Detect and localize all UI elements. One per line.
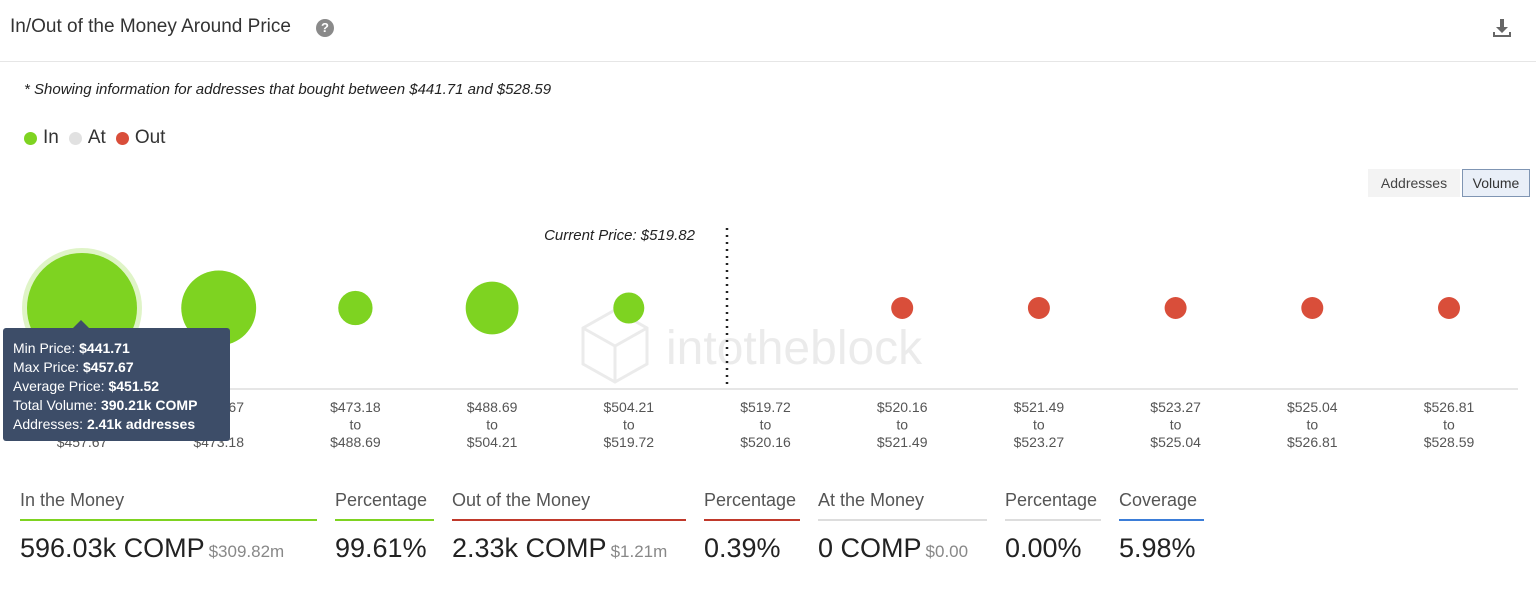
legend-dot-in	[24, 131, 37, 145]
x-tick-label: to	[486, 417, 498, 433]
stat-value: 596.03k COMP $309.82m	[20, 533, 285, 563]
x-tick-label: $528.59	[1424, 434, 1475, 450]
x-tick-label: $520.16	[877, 399, 928, 415]
bubble-in-1[interactable]	[181, 270, 257, 346]
legend-item-out[interactable]: Out	[115, 127, 166, 149]
stat-label: Percentage	[704, 490, 800, 521]
tooltip-row-min: Min Price: $441.71	[13, 340, 130, 356]
x-tick-label: $525.04	[1150, 434, 1201, 450]
legend-item-in[interactable]: In	[24, 127, 59, 149]
stat-in-percentage: Percentage 99.61%	[335, 490, 434, 564]
stat-label: Percentage	[335, 490, 434, 521]
stat-out-percentage: Percentage 0.39%	[704, 490, 800, 564]
stat-label: At the Money	[818, 490, 987, 521]
current-price-label: Current Price: $519.82	[544, 227, 696, 244]
x-tick-label: $504.21	[467, 434, 518, 450]
bubble-out-8[interactable]	[1164, 297, 1187, 319]
bubble-out-7[interactable]	[1027, 297, 1050, 319]
legend-label-in: In	[43, 127, 59, 148]
addresses-toggle-button[interactable]: Addresses	[1368, 169, 1460, 197]
bubble-in-4[interactable]	[613, 292, 645, 324]
x-tick-label: $525.04	[1287, 399, 1338, 415]
x-tick-label: to	[1033, 417, 1045, 433]
tooltip-row-max: Max Price: $457.67	[13, 359, 134, 375]
legend-label-out: Out	[134, 127, 166, 148]
page-title: In/Out of the Money Around Price	[10, 16, 291, 37]
bubble-out-10[interactable]	[1438, 297, 1460, 319]
stat-label: Percentage	[1005, 490, 1101, 521]
bubble-out-6[interactable]	[891, 297, 914, 319]
stat-at-percentage: Percentage 0.00%	[1005, 490, 1101, 564]
watermark-text: intotheblock	[666, 322, 923, 375]
bubble-chart: intotheblock Current Price: $519.82 $441…	[14, 227, 1518, 450]
x-tick-label: to	[623, 417, 635, 433]
x-tick-label: $488.69	[467, 399, 518, 415]
x-tick-label: $473.18	[330, 399, 381, 415]
stat-label: In the Money	[20, 490, 317, 521]
stat-value: 5.98%	[1119, 533, 1196, 563]
tooltip-row-average: Average Price: $451.52	[13, 378, 160, 394]
stat-label: Out of the Money	[452, 490, 686, 521]
stat-label: Coverage	[1119, 490, 1204, 521]
chart-legend: In At Out	[24, 126, 175, 150]
x-tick-label: $523.27	[1150, 399, 1201, 415]
tooltip-row-volume: Total Volume: 390.21k COMP	[13, 397, 198, 413]
stat-value: 0.00%	[1005, 533, 1082, 563]
card-header: In/Out of the Money Around Price ?	[0, 0, 1536, 62]
x-tick-label: to	[1170, 417, 1182, 433]
bubble-in-3[interactable]	[465, 281, 519, 335]
x-tick-label: $521.49	[877, 434, 928, 450]
tooltip-arrow	[72, 320, 90, 329]
x-tick-label: $519.72	[740, 399, 791, 415]
x-tick-label: $526.81	[1424, 399, 1475, 415]
legend-dot-at	[68, 131, 82, 145]
x-tick-label: $520.16	[740, 434, 791, 450]
stat-value: 99.61%	[335, 533, 427, 563]
x-tick-label: to	[760, 417, 772, 433]
x-tick-label: to	[1443, 417, 1455, 433]
tooltip-row-addresses: Addresses: 2.41k addresses	[13, 416, 196, 432]
legend-label-at: At	[87, 127, 106, 148]
stat-value: 0 COMP $0.00	[818, 533, 969, 563]
x-tick-label: $504.21	[603, 399, 654, 415]
bubble-tooltip: Min Price: $441.71 Max Price: $457.67 Av…	[3, 328, 230, 441]
x-tick-label: $523.27	[1014, 434, 1065, 450]
stat-coverage: Coverage 5.98%	[1119, 490, 1204, 564]
x-tick-label: $519.72	[603, 434, 654, 450]
stat-out-of-the-money: Out of the Money 2.33k COMP $1.21m	[452, 490, 686, 564]
legend-dot-out	[115, 131, 129, 145]
stat-at-the-money: At the Money 0 COMP $0.00	[818, 490, 987, 564]
x-tick-label: to	[1306, 417, 1318, 433]
stat-value: 0.39%	[704, 533, 781, 563]
download-icon[interactable]	[1490, 16, 1514, 40]
info-note: * Showing information for addresses that…	[24, 81, 552, 98]
bubble-in-2[interactable]	[338, 290, 373, 326]
stat-in-the-money: In the Money 596.03k COMP $309.82m	[20, 490, 317, 564]
x-tick-label: $488.69	[330, 434, 381, 450]
stat-value: 2.33k COMP $1.21m	[452, 533, 668, 563]
x-tick-label: $526.81	[1287, 434, 1338, 450]
help-icon[interactable]: ?	[316, 19, 334, 37]
legend-item-at[interactable]: At	[68, 127, 106, 149]
bubble-out-9[interactable]	[1301, 297, 1324, 319]
volume-toggle-button[interactable]: Volume	[1462, 169, 1530, 197]
x-tick-label: to	[896, 417, 908, 433]
x-tick-label: to	[350, 417, 362, 433]
watermark: intotheblock	[581, 308, 923, 384]
x-tick-label: $521.49	[1014, 399, 1065, 415]
